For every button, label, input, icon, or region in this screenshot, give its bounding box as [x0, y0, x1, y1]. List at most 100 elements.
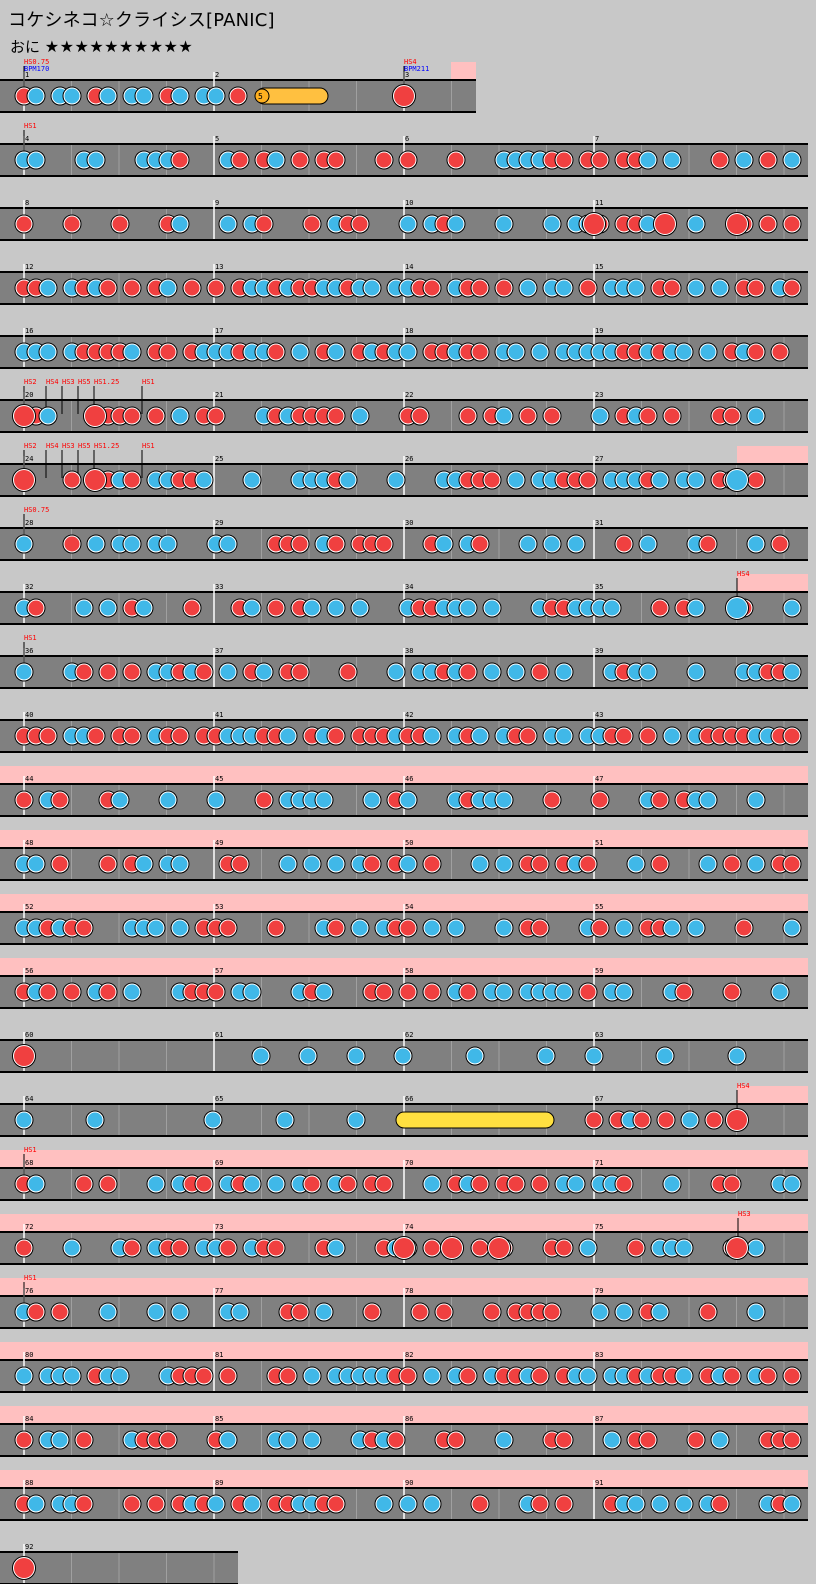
ka-note: [640, 216, 656, 232]
don-note: [544, 1304, 560, 1320]
don-note: [340, 664, 356, 680]
ka-note: [124, 344, 140, 360]
bar-number: 77: [215, 1287, 223, 1295]
ka-note: [604, 1432, 620, 1448]
don-note: [64, 536, 80, 552]
ka-note: [748, 1304, 764, 1320]
bar-number: 66: [405, 1095, 413, 1103]
don-note: [628, 1240, 644, 1256]
don-note: [448, 152, 464, 168]
don-note: [124, 280, 140, 296]
ka-note: [784, 152, 800, 168]
bar-number: 80: [25, 1351, 33, 1359]
ka-note: [688, 600, 704, 616]
bar-number: 28: [25, 519, 33, 527]
bar-number: 88: [25, 1479, 33, 1487]
don-note: [772, 536, 788, 552]
ka-note: [508, 472, 524, 488]
don-note: [580, 984, 596, 1000]
ka-note: [316, 1304, 332, 1320]
ka-note: [556, 984, 572, 1000]
ka-note: [496, 920, 512, 936]
ka-note: [676, 344, 692, 360]
bar-number: 59: [595, 967, 603, 975]
don-note: [532, 1176, 548, 1192]
ka-note: [496, 856, 512, 872]
don-note: [256, 792, 272, 808]
don-note: [748, 344, 764, 360]
bar-number: 36: [25, 647, 33, 655]
don-note: [64, 472, 80, 488]
bar-number: 25: [215, 455, 223, 463]
bar-number: 41: [215, 711, 223, 719]
ka-note: [460, 600, 476, 616]
ka-note: [16, 664, 32, 680]
bar-number: 1: [25, 71, 29, 79]
ka-note: [496, 216, 512, 232]
bar-number: 16: [25, 327, 33, 335]
bar-number: 24: [25, 455, 33, 463]
ka-note: [28, 856, 44, 872]
ka-note: [76, 600, 92, 616]
don-note: [64, 216, 80, 232]
don-note: [196, 1368, 212, 1384]
ka-note: [568, 536, 584, 552]
don-note: [772, 344, 788, 360]
don-note: [28, 600, 44, 616]
ka-note: [400, 856, 416, 872]
ka-note: [100, 1304, 116, 1320]
don-note: [172, 1240, 188, 1256]
ka-note: [628, 856, 644, 872]
ka-note: [472, 856, 488, 872]
bar-number: 60: [25, 1031, 33, 1039]
ka-note: [676, 1240, 692, 1256]
ka-note: [148, 920, 164, 936]
ka-note: [467, 1048, 483, 1064]
don-note: [664, 280, 680, 296]
don-note: [580, 856, 596, 872]
bar-number: 62: [405, 1031, 413, 1039]
bar-number: 74: [405, 1223, 413, 1231]
bar-number: 73: [215, 1223, 223, 1231]
don-note: [208, 984, 224, 1000]
don-note: [76, 1176, 92, 1192]
don-note: [724, 1368, 740, 1384]
ka-note: [640, 152, 656, 168]
speed-marker-label: HS2: [24, 378, 37, 386]
don-note: [268, 600, 284, 616]
ka-note: [784, 1176, 800, 1192]
don-note: [208, 280, 224, 296]
bar-number: 53: [215, 903, 223, 911]
don-note: [700, 536, 716, 552]
don-note: [184, 600, 200, 616]
bar-number: 10: [405, 199, 413, 207]
bar-number: 91: [595, 1479, 603, 1487]
don-note: [532, 664, 548, 680]
ka-note: [556, 664, 572, 680]
don-note: [400, 984, 416, 1000]
bpm-label: BPM170: [24, 65, 49, 73]
bar-number: 3: [405, 71, 409, 79]
don-note: [52, 856, 68, 872]
bar-number: 11: [595, 199, 603, 207]
ka-note: [484, 664, 500, 680]
ka-note: [304, 1432, 320, 1448]
bar-number: 34: [405, 583, 413, 591]
don-note: [352, 216, 368, 232]
don-note: [172, 728, 188, 744]
don-note: [88, 728, 104, 744]
ka-note: [772, 984, 788, 1000]
don-note: [472, 536, 488, 552]
don-note: [652, 600, 668, 616]
ka-note: [748, 856, 764, 872]
don-note: [556, 1432, 572, 1448]
bar-number: 71: [595, 1159, 603, 1167]
ka-note: [220, 536, 236, 552]
don-note: [148, 1496, 164, 1512]
bar-number: 67: [595, 1095, 603, 1103]
ka-note: [100, 88, 116, 104]
ka-note: [256, 664, 272, 680]
speed-marker-label: HS0.75: [24, 58, 49, 66]
ka-note: [616, 1304, 632, 1320]
ka-note: [364, 792, 380, 808]
